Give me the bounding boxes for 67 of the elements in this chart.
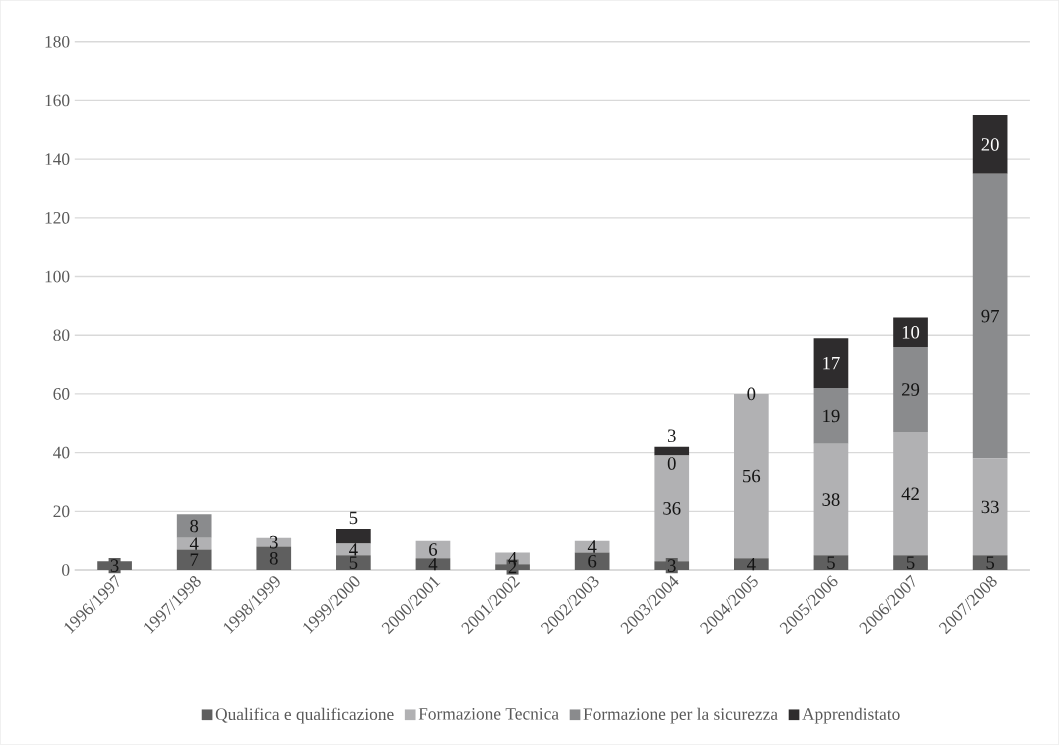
bar: [415, 558, 451, 571]
data-label: 20: [981, 138, 999, 151]
bar: [972, 173, 1008, 459]
data-label: 10: [902, 326, 920, 339]
legend-label: Formazione Tecnica: [418, 708, 559, 720]
data-label: 8: [269, 552, 278, 565]
bar: [813, 443, 849, 556]
data-label: 4: [428, 558, 438, 571]
bar: [813, 388, 849, 444]
data-label: 4: [349, 543, 358, 556]
y-tick-label: 160: [45, 94, 70, 107]
bar: [893, 555, 928, 571]
y-tick-label: 80: [53, 329, 70, 342]
data-label: 5: [349, 556, 358, 569]
data-label: 4: [747, 558, 756, 571]
data-label: 3: [110, 559, 119, 572]
data-label: 38: [822, 493, 840, 506]
data-label: 3: [270, 535, 278, 549]
y-tick-label: 40: [53, 446, 70, 459]
data-label: 19: [823, 409, 840, 423]
bar: [574, 552, 610, 571]
data-label: 6: [429, 543, 438, 556]
bar: [893, 347, 928, 433]
y-tick-label: 140: [45, 153, 70, 166]
data-label: 5: [986, 556, 995, 569]
legend-label: Formazione per la sicurezza: [583, 707, 778, 724]
legend-label: Qualifica e qualificazione: [215, 707, 394, 724]
data-label: 97: [981, 309, 999, 323]
bar: [893, 432, 928, 556]
bar: [256, 537, 292, 547]
data-label: 0: [747, 387, 756, 401]
bar: [336, 555, 371, 571]
data-label: 4: [587, 540, 597, 553]
data-label: 7: [190, 553, 199, 566]
bar: [176, 514, 212, 538]
bar: [813, 338, 849, 389]
bar: [972, 555, 1008, 571]
bar: [972, 115, 1008, 174]
bar: [176, 549, 212, 571]
legend-label: Apprendistato: [802, 707, 900, 724]
y-tick-label: 100: [45, 270, 70, 283]
bar: [813, 555, 849, 571]
bar: [654, 446, 690, 456]
y-tick-label: 0: [62, 564, 70, 576]
y-tick-label: 180: [45, 35, 70, 48]
data-label: 5: [349, 511, 358, 525]
y-tick-label: 20: [53, 505, 70, 518]
data-label: 6: [588, 555, 597, 568]
bar: [336, 529, 371, 544]
data-label: 8: [190, 519, 199, 533]
bar: [734, 558, 769, 571]
data-label: 17: [823, 357, 840, 370]
data-label: 5: [906, 556, 915, 569]
data-label: 3: [667, 429, 676, 443]
data-label: 5: [827, 556, 835, 569]
data-label: 42: [901, 487, 919, 500]
data-label: 3: [667, 559, 676, 572]
bar: [972, 458, 1008, 556]
y-tick-label: 60: [53, 388, 70, 400]
data-label: 4: [189, 537, 199, 550]
y-tick-label: 120: [45, 212, 70, 224]
data-label: 33: [981, 500, 999, 514]
data-label: 56: [743, 469, 761, 483]
data-label: 36: [663, 502, 681, 515]
data-label: 29: [902, 383, 920, 396]
data-label: 0: [667, 457, 676, 470]
bar: [893, 317, 928, 348]
